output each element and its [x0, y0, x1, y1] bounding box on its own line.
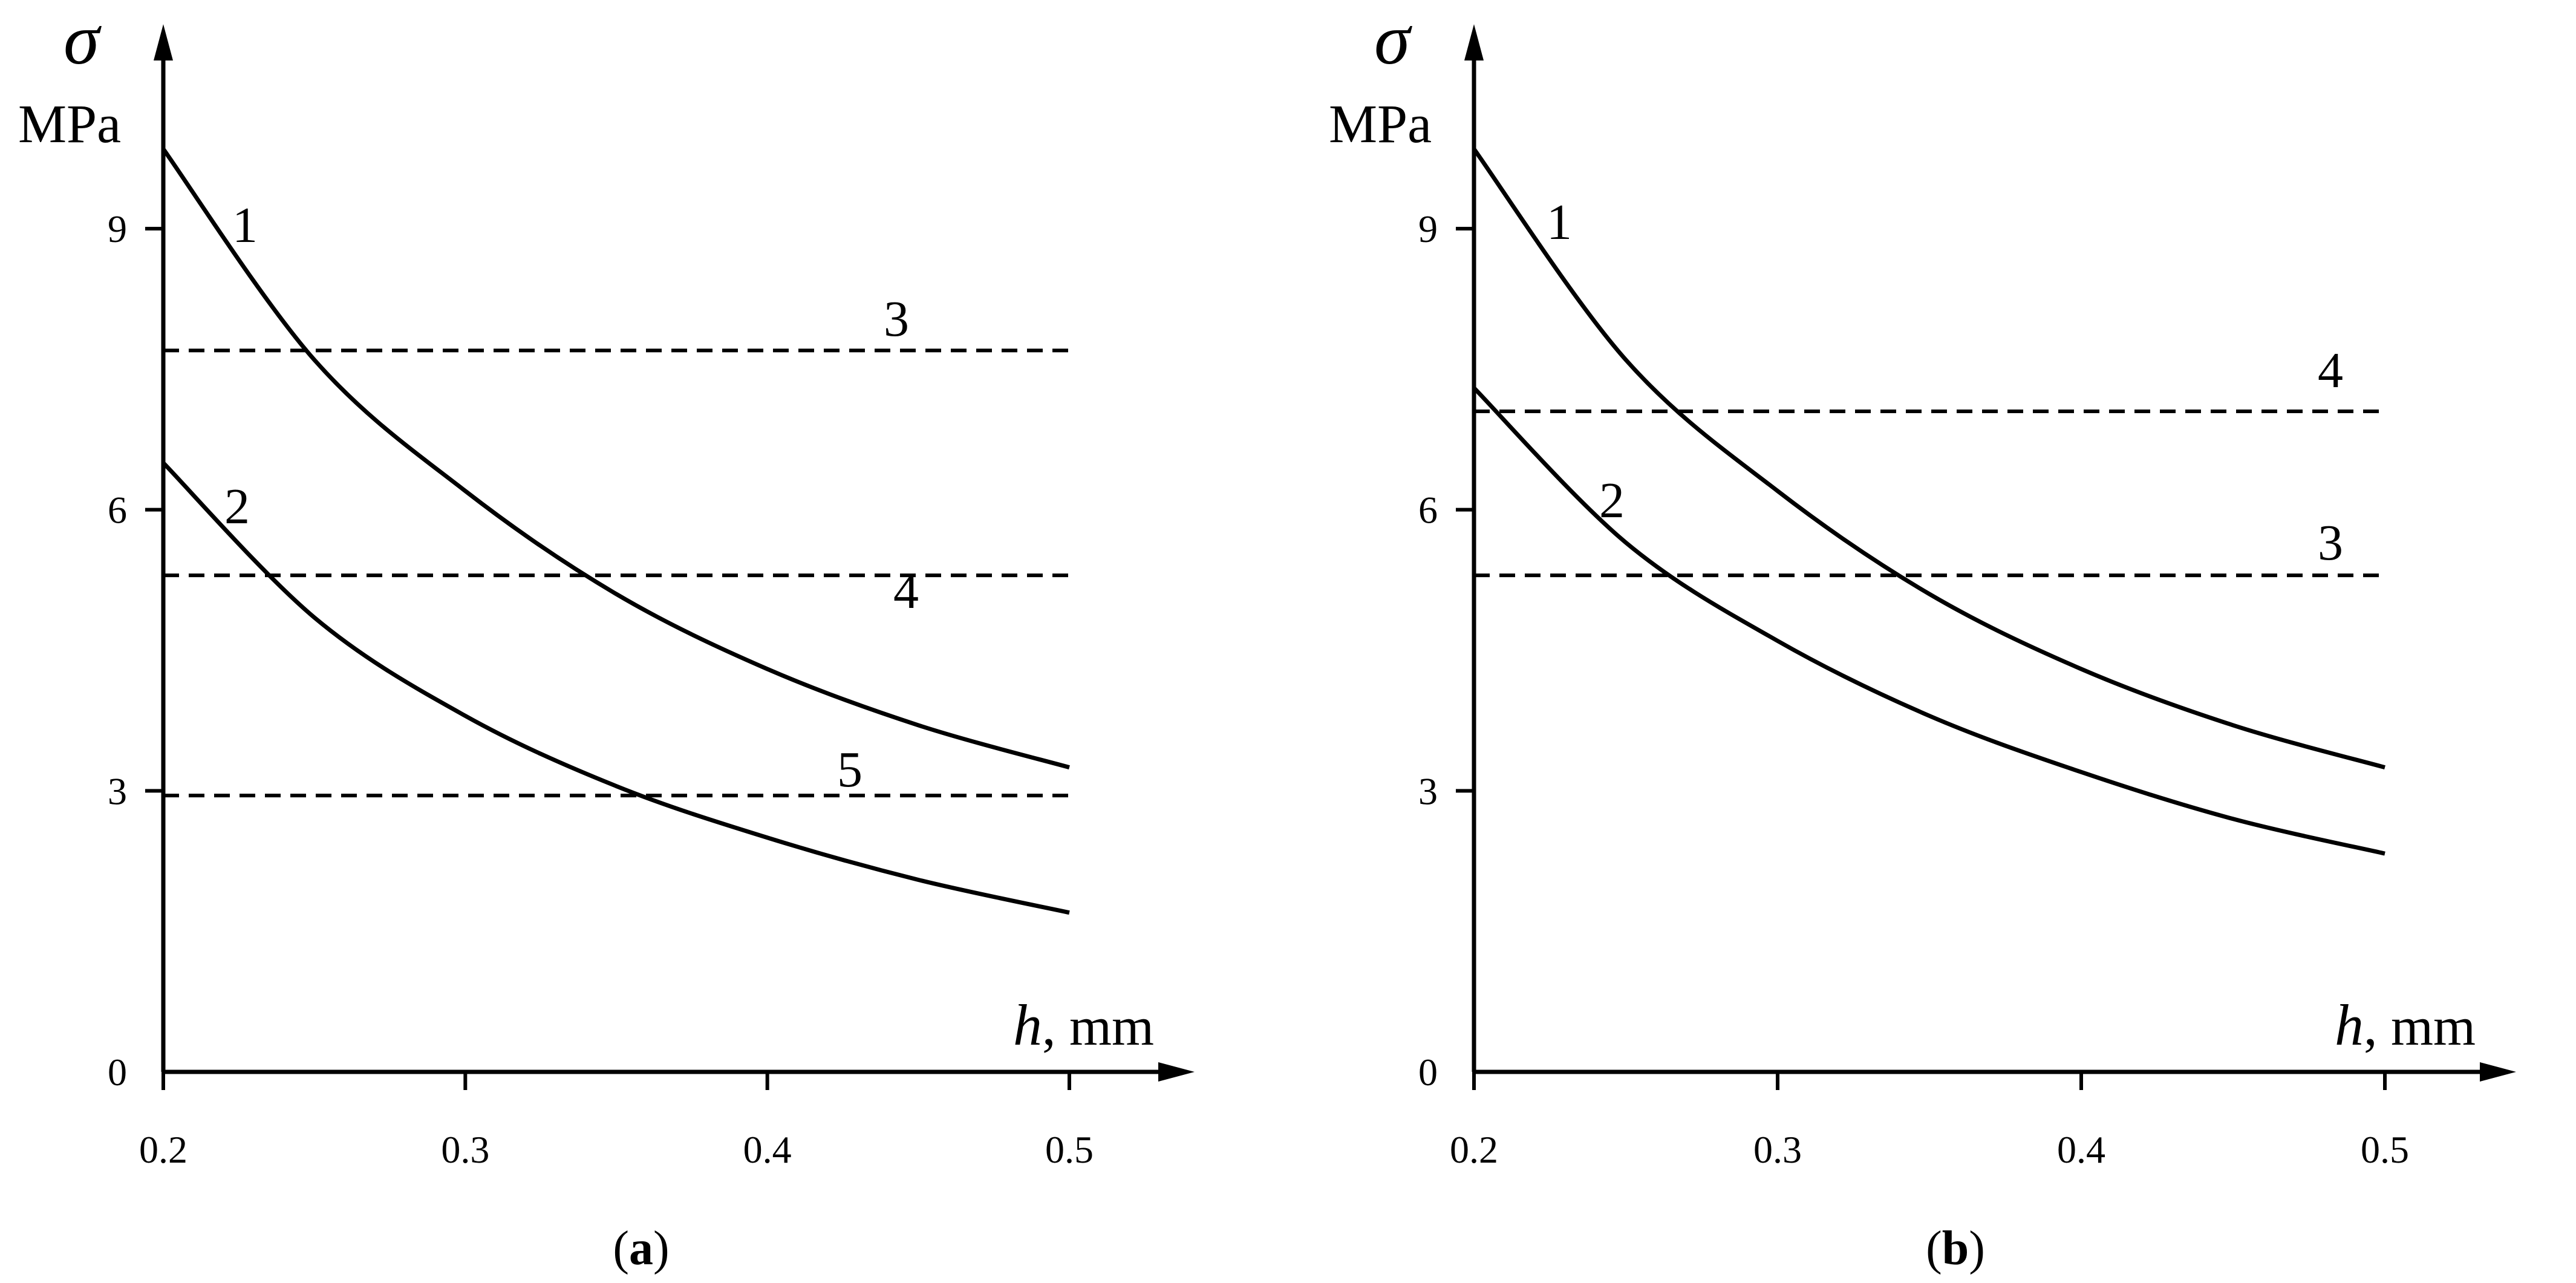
x-axis-symbol: h — [2335, 993, 2364, 1057]
x-axis-arrow — [2480, 1062, 2516, 1082]
x-tick-label: 0.5 — [1045, 1128, 1094, 1171]
series-1-curve — [1472, 148, 2385, 769]
x-axis-label: h, mm — [2335, 993, 2476, 1057]
y-axis-unit: MPa — [1329, 94, 1432, 154]
y-axis-arrow — [154, 24, 173, 60]
x-axis-label: h, mm — [1013, 993, 1154, 1057]
x-tick-label: 0.4 — [743, 1128, 792, 1171]
x-tick-label: 0.5 — [2361, 1128, 2409, 1171]
caption-close: ) — [653, 1222, 670, 1275]
caption-open: ( — [1926, 1222, 1942, 1275]
y-axis-arrow — [1464, 24, 1484, 60]
y-tick-label: 0 — [108, 1051, 127, 1094]
y-axis-symbol: σ — [1374, 0, 1412, 79]
x-axis-symbol: h — [1013, 993, 1042, 1057]
x-tick-label: 0.2 — [139, 1128, 187, 1171]
series-label-2: 2 — [1599, 472, 1625, 529]
x-axis-unit: , mm — [1042, 997, 1154, 1057]
x-tick-label: 0.3 — [441, 1128, 489, 1171]
panel-a: 0 3 6 9 0.2 0.3 0.4 0.5 σ MPa h, mm 1 2 3 4 5 (a) — [18, 0, 1195, 1275]
panel-caption: (a) — [613, 1222, 669, 1275]
series-1-curve — [161, 148, 1070, 769]
x-tick-label: 0.3 — [1753, 1128, 1802, 1171]
caption-open: ( — [613, 1222, 629, 1275]
caption-close: ) — [1969, 1222, 1985, 1275]
y-tick-label: 9 — [1418, 207, 1438, 250]
y-axis-unit: MPa — [18, 94, 121, 154]
y-tick-label: 9 — [108, 207, 127, 250]
x-tick-label: 0.4 — [2057, 1128, 2105, 1171]
y-tick-label: 6 — [108, 489, 127, 532]
panel-caption: (b) — [1926, 1222, 1985, 1275]
y-tick-label: 3 — [1418, 769, 1438, 812]
y-tick-label: 3 — [108, 769, 127, 812]
series-label-4: 4 — [2318, 342, 2343, 399]
x-axis-arrow — [1158, 1062, 1195, 1082]
series-label-2: 2 — [224, 478, 250, 535]
series-label-3: 3 — [2318, 515, 2343, 571]
series-label-1: 1 — [1547, 194, 1572, 250]
x-tick-label: 0.2 — [1450, 1128, 1498, 1171]
caption-letter: a — [629, 1222, 653, 1275]
x-axis-unit: , mm — [2364, 997, 2476, 1057]
panel-b: 0 3 6 9 0.2 0.3 0.4 0.5 σ MPa h, mm 1 2 4 3 (b) — [1329, 0, 2516, 1275]
series-label-4: 4 — [893, 563, 919, 619]
series-label-1: 1 — [232, 197, 258, 253]
series-label-3: 3 — [884, 291, 909, 347]
y-tick-label: 6 — [1418, 489, 1438, 532]
caption-letter: b — [1942, 1222, 1969, 1275]
series-label-5: 5 — [837, 742, 862, 798]
y-tick-label: 0 — [1418, 1051, 1438, 1094]
y-axis-symbol: σ — [64, 0, 102, 79]
series-2-curve — [161, 461, 1070, 915]
series-2-curve — [1472, 386, 2385, 856]
